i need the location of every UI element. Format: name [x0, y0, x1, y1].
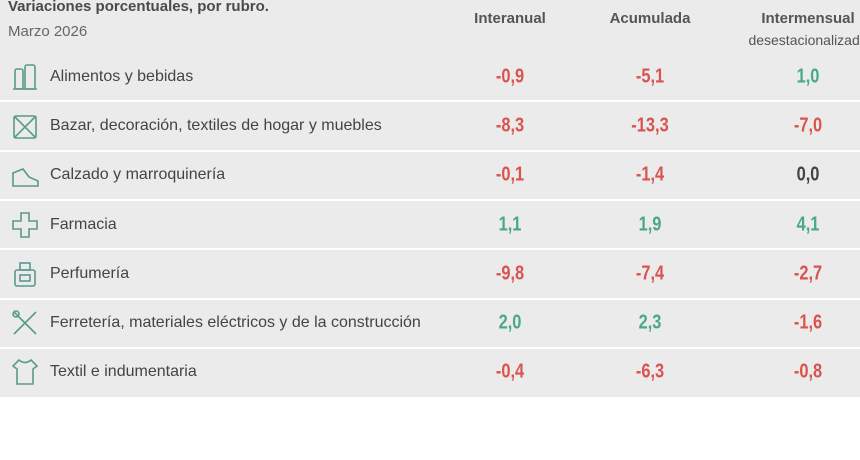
cell-value: -7,4: [635, 262, 665, 285]
cell-value: -6,3: [635, 360, 665, 383]
cell-value: 1,9: [638, 213, 662, 236]
cell-value: -0,1: [495, 163, 525, 186]
table-panel: Variaciones porcentuales, por rubro. Mar…: [0, 0, 860, 397]
row-icon: [13, 115, 37, 139]
row-label: Perfumería: [50, 264, 130, 282]
row-separator: [0, 248, 860, 251]
cell-value: -1,6: [793, 311, 823, 334]
row-label: Farmacia: [50, 215, 117, 233]
cell-value: 1,1: [498, 213, 522, 236]
cell-value: 0,0: [796, 163, 820, 186]
cell-value: 1,0: [796, 65, 820, 88]
row-separator: [0, 149, 860, 152]
cell-value: -0,4: [495, 360, 525, 383]
row-label: Calzado y marroquinería: [50, 166, 226, 184]
row-label: Alimentos y bebidas: [50, 67, 194, 85]
row-label: Ferretería, materiales eléctricos y de l…: [50, 314, 421, 332]
row-separator: [0, 198, 860, 201]
row-separator: [0, 346, 860, 349]
row-icon: [11, 359, 39, 386]
row-icon: [12, 310, 37, 335]
row-icon: [13, 63, 37, 90]
cell-value: -9,8: [495, 262, 525, 285]
cell-value: 2,3: [638, 311, 662, 334]
title: Variaciones porcentuales, por rubro.: [8, 0, 269, 15]
row-icon: [12, 168, 39, 188]
row-separator: [0, 100, 860, 103]
cell-value: -7,0: [793, 114, 823, 137]
column-subheader: desestacionalizada: [748, 32, 860, 48]
row-separator: [0, 297, 860, 300]
column-header: Interanual: [474, 10, 546, 27]
cell-value: 2,0: [498, 311, 522, 334]
cell-value: -5,1: [635, 65, 665, 88]
cell-value: -0,8: [793, 360, 823, 383]
cell-value: -8,3: [495, 114, 525, 137]
cell-value: 4,1: [796, 213, 820, 236]
subtitle: Marzo 2026: [8, 23, 88, 40]
row-icon: [12, 211, 38, 238]
cell-value: -13,3: [631, 114, 669, 137]
column-header: Intermensual: [761, 10, 855, 27]
row-label: Textil e indumentaria: [50, 363, 197, 381]
row-label: Bazar, decoración, textiles de hogar y m…: [50, 116, 382, 134]
row-icon: [14, 262, 36, 287]
cell-value: -2,7: [793, 262, 823, 285]
cell-value: -0,9: [495, 65, 525, 88]
column-header: Acumulada: [609, 10, 691, 27]
cell-value: -1,4: [635, 163, 665, 186]
